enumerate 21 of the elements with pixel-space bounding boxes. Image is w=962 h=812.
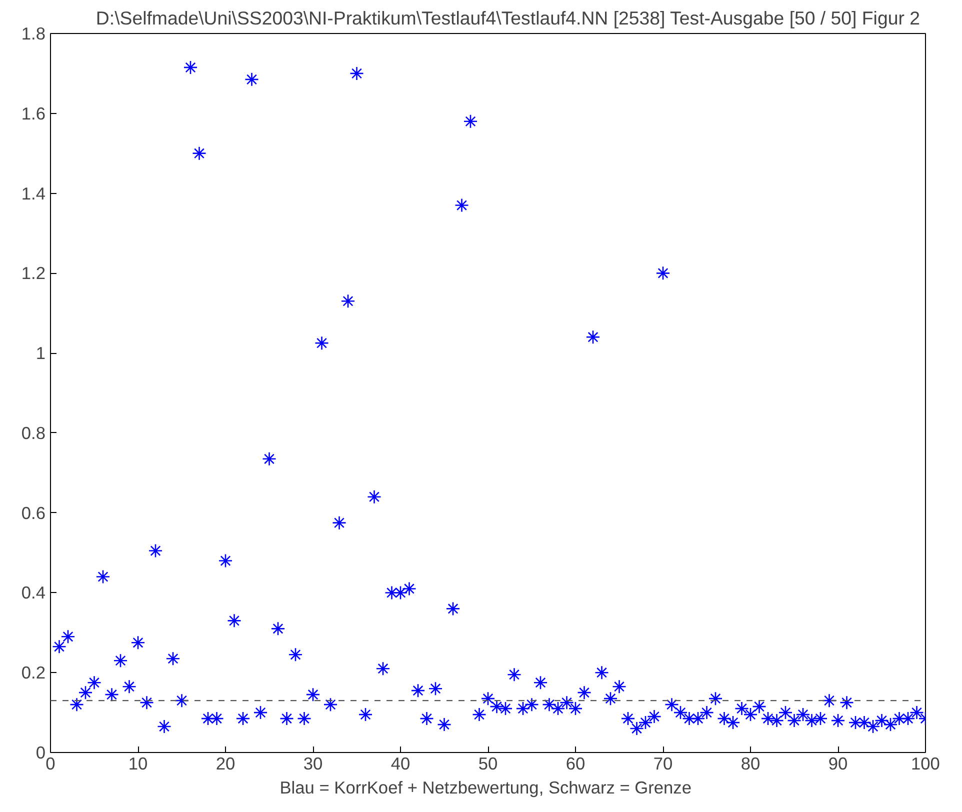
x-tick-label: 80 [740, 754, 760, 774]
y-tick-label: 1.4 [21, 183, 46, 204]
x-tick-label: 50 [478, 754, 498, 774]
y-tick-label: 1.6 [21, 103, 46, 124]
y-tick-label: 0.4 [21, 582, 46, 603]
x-tick-label: 20 [216, 754, 236, 774]
x-tick-label: 100 [911, 754, 940, 774]
y-tick-label: 1.2 [21, 263, 46, 284]
x-tick-label: 10 [128, 754, 148, 774]
chart-title: D:\Selfmade\Uni\SS2003\NI-Praktikum\Testlauf4\Testlauf4.NN [2538] Test-Ausgabe [50 / 50] Figur 2 [96, 8, 920, 28]
y-tick-label: 1.8 [21, 24, 46, 44]
x-tick-label: 70 [653, 754, 673, 774]
y-tick-label: 1 [36, 343, 46, 364]
x-tick-label: 40 [390, 754, 410, 774]
x-tick-label: 30 [303, 754, 323, 774]
y-tick-label: 0.2 [21, 662, 46, 683]
x-tick-label: 90 [828, 754, 848, 774]
y-tick-label: 0.8 [21, 422, 46, 443]
y-tick-label: 0.6 [21, 502, 46, 523]
x-axis-title: Blau = KorrKoef + Netzbewertung, Schwarz = Grenze [280, 778, 692, 798]
x-tick-label: 60 [566, 754, 586, 774]
